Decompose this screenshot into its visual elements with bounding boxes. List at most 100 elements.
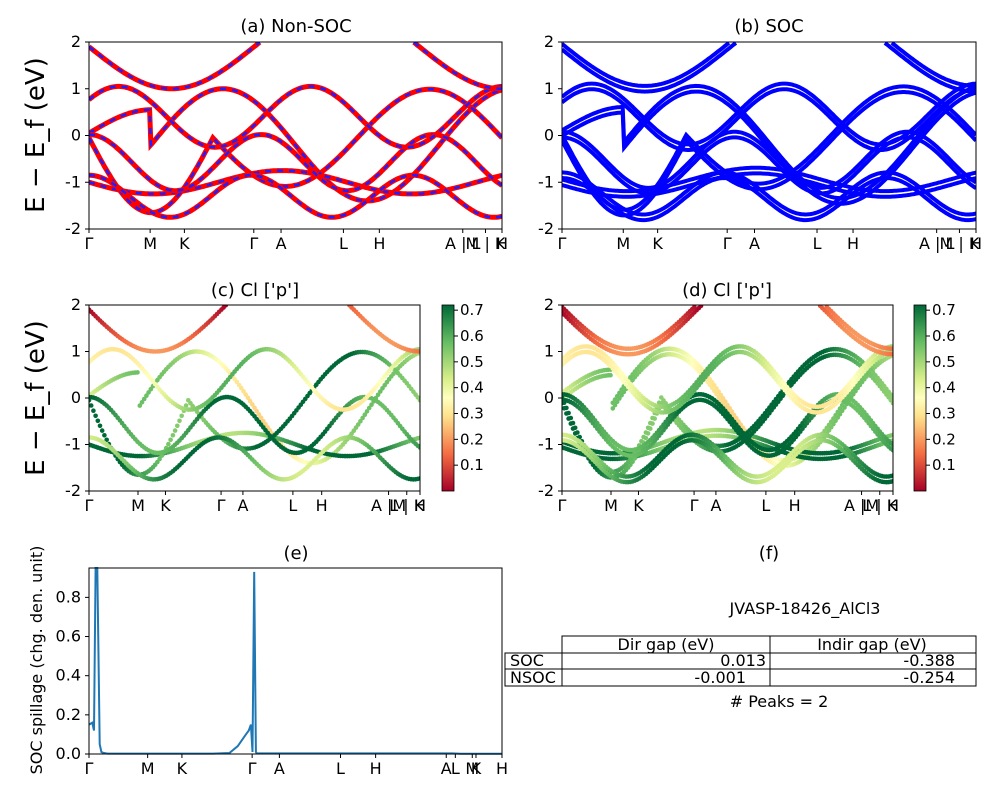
axes-frame — [88, 567, 503, 755]
projected-point — [375, 392, 381, 398]
projected-point — [417, 445, 420, 450]
projected-point — [144, 393, 149, 399]
table-cell-nsoc-indir: -0.254 — [903, 668, 955, 687]
projected-point — [714, 386, 719, 391]
projected-point — [727, 406, 732, 411]
projected-point — [643, 430, 649, 435]
band-soc-line — [562, 83, 976, 201]
projected-point — [617, 390, 622, 396]
projected-point — [831, 416, 836, 421]
colorbar-d: 0.1 0.2 0.3 0.4 0.5 0.6 0.7 — [913, 301, 956, 492]
table-cell-soc-indir: -0.388 — [903, 651, 955, 670]
projected-point — [729, 409, 735, 415]
k-tick-label: H — [847, 234, 859, 253]
k-tick-label: H — [414, 496, 426, 515]
y-tick-label: -2 — [538, 481, 554, 500]
colorbar-tick-label: 0.3 — [932, 405, 956, 423]
projected-point — [97, 423, 103, 429]
projected-point — [890, 442, 893, 448]
projected-point — [261, 418, 266, 424]
k-tick-label: Γ — [248, 759, 257, 778]
y-tick-label: -2 — [538, 219, 554, 238]
y-tick-label: 1 — [71, 342, 81, 361]
y-tick-label: 2 — [71, 32, 81, 51]
y-tick-label: 0.2 — [56, 705, 81, 724]
band-soc-line — [562, 87, 976, 152]
k-tick-label: L — [761, 496, 770, 515]
band-soc-line — [562, 171, 976, 199]
y-tick-label: 0.6 — [56, 627, 81, 646]
table-cell-nsoc-dir: -0.001 — [694, 668, 746, 687]
band-soc-line — [562, 165, 976, 194]
projected-point — [175, 423, 180, 429]
colorbar-gradient — [913, 304, 927, 492]
projected-point — [93, 413, 98, 419]
k-tick-label: H — [789, 496, 801, 515]
k-tick-label: A — [276, 234, 287, 253]
projected-point — [417, 476, 420, 481]
projected-point — [577, 434, 582, 440]
projected-point — [833, 412, 838, 418]
k-tick-label: H — [370, 759, 382, 778]
projected-point — [146, 390, 151, 395]
projected-point — [137, 403, 143, 408]
k-tick-label: K — [652, 234, 663, 253]
k-tick-label: M — [604, 496, 618, 515]
projected-point — [358, 419, 363, 424]
table-cell-soc-dir: 0.013 — [720, 651, 766, 670]
k-tick-label: K — [177, 759, 188, 778]
projected-point — [241, 389, 246, 394]
table-col-dir: Dir gap (eV) — [618, 635, 715, 654]
projected-point — [99, 428, 105, 433]
projected-point — [608, 372, 613, 378]
projected-point — [254, 408, 259, 414]
table-row-soc-name: SOC — [510, 651, 544, 670]
peaks-count: # Peaks = 2 — [730, 692, 829, 711]
colorbar-tick-label: 0.4 — [460, 379, 484, 397]
projected-point — [614, 393, 620, 399]
colorbar-tick-label: 0.6 — [932, 327, 956, 345]
k-tick-label: H — [887, 496, 899, 515]
k-tick-label: L — [813, 234, 822, 253]
projected-point — [826, 422, 832, 428]
projected-point — [135, 370, 140, 375]
k-tick-label: Γ — [558, 234, 567, 253]
projected-point — [656, 400, 662, 406]
title-f: (f) — [759, 543, 779, 564]
k-tick-label: A | L — [445, 234, 481, 253]
projected-point — [839, 402, 845, 408]
projected-point — [720, 396, 726, 401]
projected-point — [417, 349, 420, 354]
title-d: (d) Cl ['p'] — [682, 280, 772, 301]
k-tick-label: Γ — [690, 496, 699, 515]
projected-point — [572, 425, 578, 431]
k-tick-label: L — [339, 234, 348, 253]
k-tick-label: M — [616, 234, 630, 253]
y-tick-label: -1 — [538, 435, 554, 454]
projected-point — [716, 389, 721, 395]
k-tick-label: M — [131, 496, 145, 515]
projected-point — [250, 402, 255, 407]
projected-point — [172, 428, 178, 433]
projected-point — [364, 409, 370, 414]
projected-point — [648, 420, 653, 426]
projected-point — [566, 410, 571, 416]
k-tick-label: Γ — [85, 759, 94, 778]
ylabel-top: E − E_f (eV) — [21, 57, 51, 213]
projected-point — [712, 383, 717, 388]
y-tick-label: 0 — [544, 126, 554, 145]
projected-point — [731, 412, 737, 418]
colorbar-tick-label: 0.6 — [460, 327, 484, 345]
y-tick-label: 1 — [71, 79, 81, 98]
table-row-nsoc-name: NSOC — [510, 668, 556, 687]
y-tick-label: 2 — [544, 32, 554, 51]
projected-point — [378, 389, 383, 394]
title-e: (e) — [283, 543, 308, 564]
k-tick-label: Γ — [217, 496, 226, 515]
k-tick-label: L — [288, 496, 297, 515]
y-tick-label: 0 — [71, 388, 81, 407]
band-nsoc-dash — [89, 42, 502, 91]
title-c: (c) Cl ['p'] — [211, 280, 299, 301]
